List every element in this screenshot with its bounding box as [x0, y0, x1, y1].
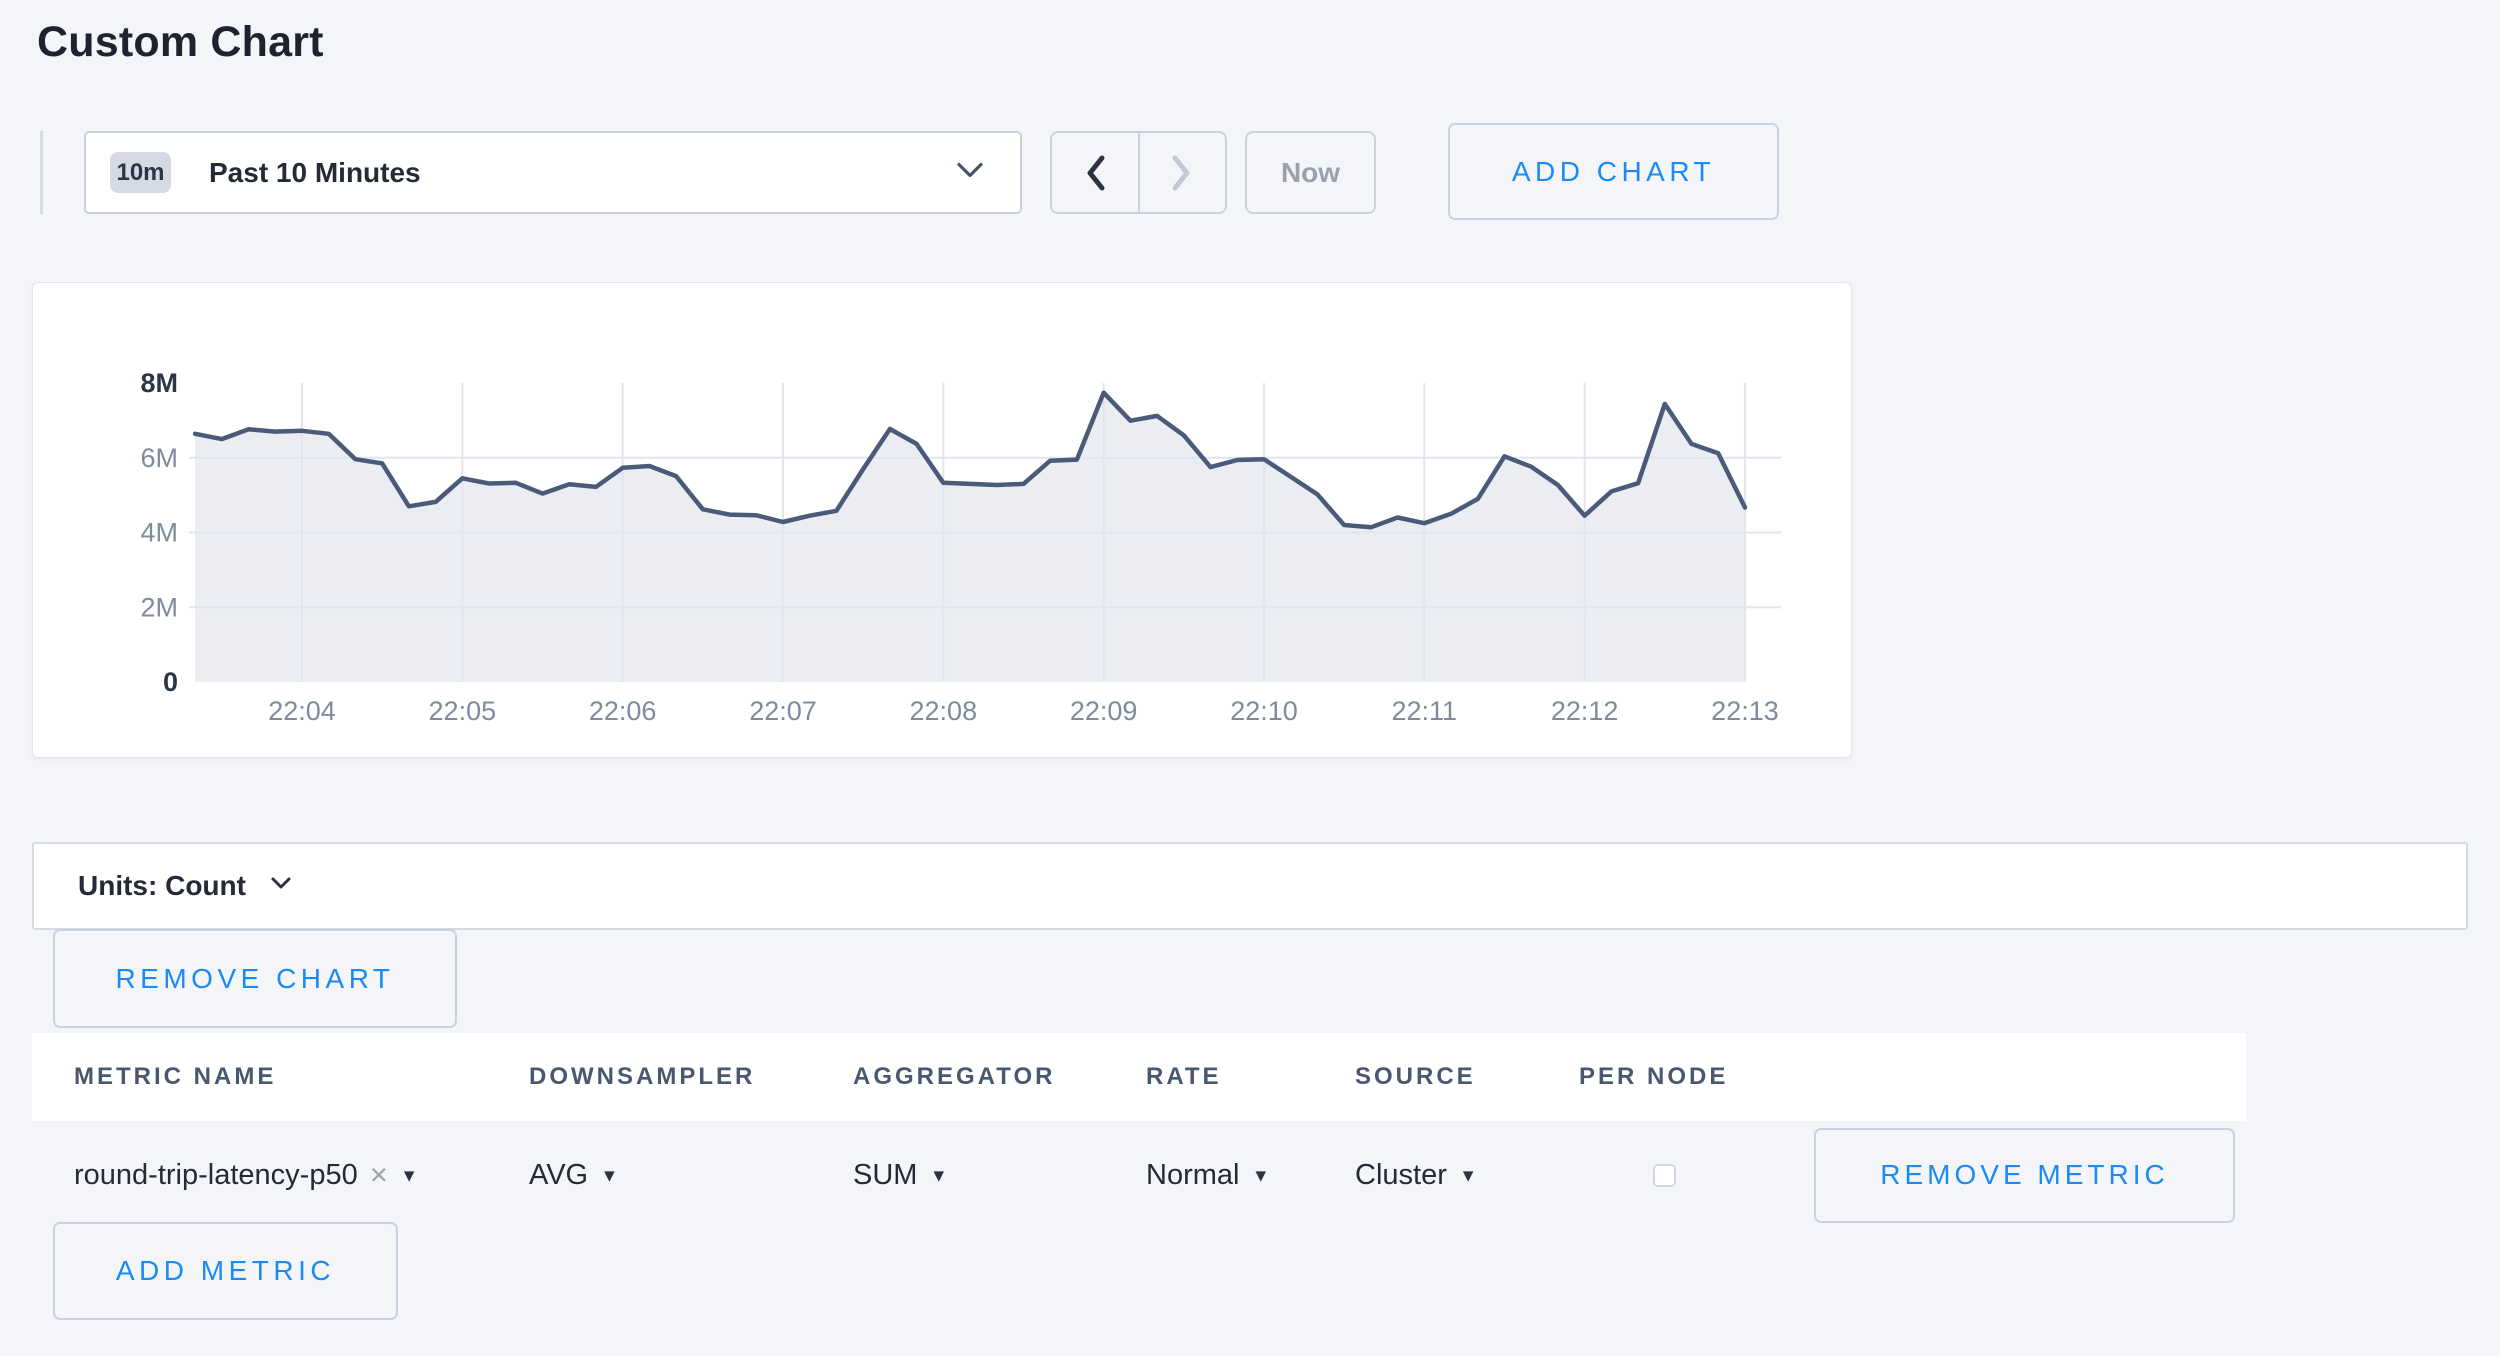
svg-text:22:04: 22:04 — [268, 696, 336, 726]
svg-text:22:10: 22:10 — [1230, 696, 1298, 726]
aggregator-select[interactable]: SUM ▾ — [853, 1159, 1146, 1192]
time-window-badge: 10m — [110, 152, 171, 193]
caret-down-icon: ▾ — [403, 1163, 415, 1187]
chevron-down-icon — [956, 161, 984, 184]
page-title: Custom Chart — [37, 18, 324, 66]
svg-text:22:13: 22:13 — [1711, 696, 1779, 726]
units-label: Units: Count — [78, 870, 246, 901]
next-time-button[interactable] — [1137, 133, 1226, 212]
per-node-checkbox[interactable] — [1653, 1163, 1676, 1187]
units-select[interactable]: Units: Count — [32, 842, 2468, 930]
add-chart-button[interactable]: ADD CHART — [1448, 123, 1779, 220]
source-value: Cluster — [1355, 1158, 1447, 1191]
caret-down-icon: ▾ — [604, 1163, 615, 1187]
column-header-aggregator: AGGREGATOR — [853, 1063, 1056, 1090]
svg-text:22:06: 22:06 — [589, 696, 657, 726]
time-pager — [1050, 131, 1227, 214]
remove-chart-button[interactable]: REMOVE CHART — [53, 929, 457, 1028]
column-header-source: SOURCE — [1355, 1063, 1476, 1090]
metric-name-select[interactable]: round-trip-latency-p50 × ▾ — [74, 1157, 529, 1193]
time-window-select[interactable]: 10m Past 10 Minutes — [84, 131, 1022, 214]
svg-text:2M: 2M — [140, 592, 178, 622]
svg-text:22:08: 22:08 — [910, 696, 978, 726]
column-header-per-node: PER NODE — [1579, 1063, 1729, 1090]
metric-area-chart: 0 2M 4M 6M 8M 22:04 22:05 22:06 22:07 22:08 22:09 2… — [140, 368, 1781, 726]
downsampler-select[interactable]: AVG ▾ — [529, 1159, 853, 1192]
svg-text:6M: 6M — [140, 443, 178, 473]
aggregator-value: SUM — [853, 1158, 918, 1191]
svg-text:22:09: 22:09 — [1070, 696, 1138, 726]
remove-metric-button[interactable]: REMOVE METRIC — [1814, 1127, 2235, 1223]
clear-metric-icon[interactable]: × — [369, 1157, 388, 1192]
toolbar-left-divider — [40, 131, 43, 214]
rate-select[interactable]: Normal ▾ — [1146, 1159, 1355, 1192]
metrics-table-header: METRIC NAME DOWNSAMPLER AGGREGATOR RATE … — [32, 1033, 2246, 1121]
svg-text:22:05: 22:05 — [429, 696, 497, 726]
downsampler-value: AVG — [529, 1158, 589, 1191]
now-button[interactable]: Now — [1245, 131, 1376, 214]
time-toolbar: 10m Past 10 Minutes Now ADD CHART — [0, 123, 2500, 228]
chevron-left-icon — [1087, 155, 1105, 190]
caret-down-icon: ▾ — [1462, 1163, 1474, 1187]
per-node-cell — [1579, 1163, 1802, 1187]
chart-card: 0 2M 4M 6M 8M 22:04 22:05 22:06 22:07 22:08 22:09 2… — [32, 282, 1852, 758]
caret-down-icon: ▾ — [1255, 1163, 1267, 1187]
rate-value: Normal — [1146, 1158, 1240, 1191]
prev-time-button[interactable] — [1052, 133, 1138, 212]
add-metric-button[interactable]: ADD METRIC — [53, 1222, 398, 1320]
chevron-down-icon — [270, 876, 292, 896]
svg-text:0: 0 — [163, 667, 178, 697]
metric-table-row: round-trip-latency-p50 × ▾ AVG ▾ SUM ▾ N… — [32, 1121, 2246, 1229]
svg-text:4M: 4M — [140, 518, 178, 548]
svg-text:8M: 8M — [140, 368, 178, 398]
column-header-downsampler: DOWNSAMPLER — [529, 1063, 756, 1090]
source-select[interactable]: Cluster ▾ — [1355, 1159, 1579, 1192]
time-window-label: Past 10 Minutes — [209, 156, 421, 188]
chevron-right-icon — [1172, 155, 1190, 190]
svg-text:22:11: 22:11 — [1392, 696, 1458, 726]
column-header-rate: RATE — [1146, 1063, 1222, 1090]
caret-down-icon: ▾ — [933, 1163, 944, 1187]
svg-text:22:07: 22:07 — [749, 696, 817, 726]
column-header-metric-name: METRIC NAME — [74, 1063, 277, 1090]
metric-name-value: round-trip-latency-p50 — [74, 1158, 358, 1191]
svg-text:22:12: 22:12 — [1551, 696, 1619, 726]
